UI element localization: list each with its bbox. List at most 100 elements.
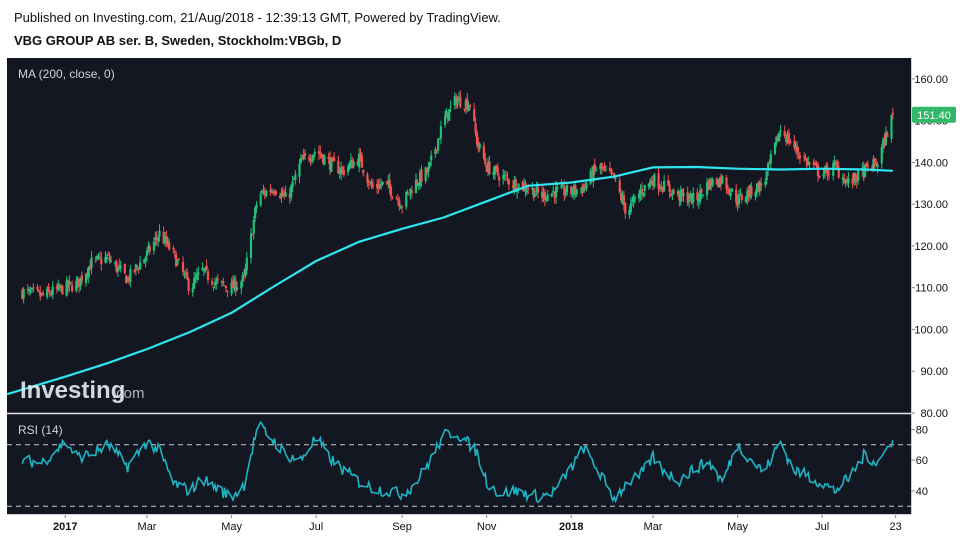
candle-body bbox=[71, 284, 74, 292]
candle-body bbox=[650, 180, 653, 184]
candle-body bbox=[628, 209, 631, 216]
price-tick-label: 140.00 bbox=[914, 157, 948, 169]
candle-body bbox=[485, 166, 488, 172]
candle-body bbox=[797, 152, 800, 155]
time-tick-label: Jul bbox=[309, 521, 323, 533]
candle-body bbox=[186, 272, 189, 280]
candle-body bbox=[604, 168, 607, 170]
candle-body bbox=[814, 163, 817, 165]
candle-body bbox=[428, 161, 431, 167]
candle-body bbox=[59, 285, 63, 287]
candle-body bbox=[90, 257, 93, 268]
candle-body bbox=[536, 186, 540, 193]
candle-body bbox=[358, 153, 361, 168]
candle-body bbox=[216, 278, 219, 281]
candle-body bbox=[395, 198, 398, 200]
candle-body bbox=[603, 166, 606, 168]
candle-body bbox=[611, 172, 614, 174]
candle-body bbox=[747, 192, 750, 197]
candle-body bbox=[378, 184, 382, 189]
candle-body bbox=[475, 132, 479, 145]
candle-body bbox=[466, 98, 469, 110]
candle-body bbox=[341, 167, 344, 170]
candle-body bbox=[152, 241, 156, 251]
candle-body bbox=[890, 114, 893, 139]
candle-body bbox=[270, 190, 273, 193]
candle-body bbox=[376, 184, 379, 188]
candle-body bbox=[154, 237, 157, 240]
candle-body bbox=[805, 158, 808, 166]
candle-body bbox=[669, 192, 673, 196]
candle-body bbox=[506, 177, 509, 179]
candle-body bbox=[338, 171, 341, 174]
candle-body bbox=[719, 176, 723, 185]
candle-body bbox=[330, 158, 333, 172]
candle-body bbox=[417, 183, 420, 187]
candle-body bbox=[883, 137, 886, 147]
candle-body bbox=[841, 177, 845, 180]
candle-body bbox=[176, 260, 179, 265]
candle-body bbox=[309, 159, 312, 161]
time-tick-label: Jul bbox=[815, 521, 829, 533]
candle-body bbox=[439, 126, 443, 139]
candle-body bbox=[39, 291, 42, 297]
candle-body bbox=[498, 176, 501, 181]
candle-body bbox=[129, 269, 132, 282]
candle-body bbox=[639, 190, 642, 195]
time-tick-label: Nov bbox=[477, 521, 497, 533]
candle-body bbox=[134, 264, 138, 270]
candle-body bbox=[818, 175, 821, 178]
rsi-line bbox=[21, 420, 894, 504]
candle-body bbox=[323, 156, 326, 165]
candle-body bbox=[254, 207, 257, 219]
candle-body bbox=[783, 131, 786, 137]
candle-body bbox=[661, 188, 664, 192]
candle-body bbox=[213, 282, 217, 286]
candle-body bbox=[503, 175, 506, 177]
candle-body bbox=[251, 234, 254, 236]
candle-body bbox=[434, 149, 437, 155]
candle-body bbox=[837, 167, 840, 178]
candle-body bbox=[728, 188, 731, 195]
candle-body bbox=[398, 200, 401, 207]
candle-body bbox=[61, 285, 64, 295]
candle-body bbox=[496, 167, 499, 175]
candle-body bbox=[640, 188, 644, 195]
candle-body bbox=[291, 181, 294, 188]
candle-body bbox=[351, 160, 354, 169]
candle-body bbox=[212, 286, 215, 288]
ma-line bbox=[6, 165, 893, 396]
candle-body bbox=[407, 193, 411, 195]
candle-body bbox=[416, 181, 419, 185]
candle-body bbox=[564, 193, 567, 195]
candle-body bbox=[162, 231, 165, 244]
candle-body bbox=[482, 145, 485, 159]
candle-body bbox=[657, 173, 660, 189]
candle-body bbox=[144, 257, 147, 262]
candle-body bbox=[240, 281, 243, 289]
candle-body bbox=[696, 192, 699, 201]
candle-body bbox=[262, 190, 265, 192]
candle-body bbox=[857, 169, 860, 181]
candle-body bbox=[746, 190, 749, 200]
candle-body bbox=[711, 179, 714, 186]
candle-body bbox=[678, 192, 681, 201]
candle-body bbox=[581, 186, 584, 193]
candle-body bbox=[511, 185, 515, 188]
candle-body bbox=[51, 286, 54, 296]
candle-body bbox=[385, 181, 388, 183]
candle-body bbox=[66, 280, 70, 288]
candle-body bbox=[600, 163, 603, 169]
candle-body bbox=[804, 158, 807, 160]
candle-body bbox=[571, 193, 574, 195]
candle-body bbox=[448, 109, 451, 121]
candle-body bbox=[438, 138, 441, 140]
candle-body bbox=[100, 258, 103, 265]
candle-body bbox=[614, 177, 617, 179]
candle-body bbox=[773, 142, 777, 154]
time-tick-label: 2018 bbox=[559, 521, 583, 533]
candle-body bbox=[474, 123, 477, 133]
candle-body bbox=[138, 262, 142, 270]
candle-body bbox=[516, 190, 519, 193]
